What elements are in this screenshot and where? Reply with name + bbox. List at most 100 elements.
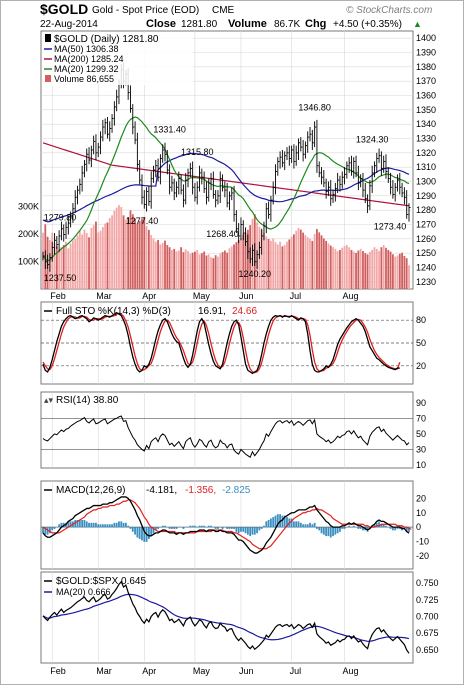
month-tick-label: Aug — [343, 666, 359, 676]
macd-hist-bar — [339, 527, 341, 532]
macd-hist-bar — [396, 527, 399, 529]
volume-bar — [136, 223, 139, 289]
ratio-month-axis: Feb Mar Apr May Jun Jul Aug — [50, 666, 358, 676]
volume-bar — [111, 215, 113, 289]
volume-bar — [382, 245, 385, 289]
tick-label: 50 — [416, 429, 426, 439]
macd-hist-bar — [237, 527, 240, 534]
macd-hist-bar — [256, 527, 258, 534]
volume-bar — [316, 229, 318, 289]
rsi-title: RSI(14) 38.80 — [56, 395, 119, 406]
macd-hist-bar — [362, 527, 364, 531]
macd-hist-bar — [233, 527, 235, 529]
macd-hist-bar — [200, 525, 203, 528]
tick-label: 30 — [416, 444, 426, 454]
volume-bar — [274, 242, 277, 289]
volume-bar — [120, 207, 123, 289]
volume-bar — [267, 238, 270, 289]
macd-hist-bar — [122, 522, 125, 528]
price-annotation: 1331.40 — [153, 124, 186, 134]
volume-bar — [378, 251, 380, 289]
month-axis: Feb Mar Apr May Jun Jul Aug — [50, 291, 358, 301]
macd-hist-bar — [106, 524, 109, 528]
price-tick-label: 1260 — [416, 234, 436, 244]
month-tick-label: Mar — [96, 666, 112, 676]
macd-hist-bar — [65, 522, 67, 528]
price-tick-label: 1230 — [416, 277, 436, 287]
macd-hist-bar — [380, 524, 383, 528]
rsi-line — [42, 415, 410, 458]
macd-hist-bar — [297, 521, 300, 528]
volume-bar — [352, 251, 355, 289]
ma50-line — [42, 152, 410, 223]
macd-hist-bar — [329, 527, 332, 538]
macd-hist-bar — [359, 527, 362, 529]
sto-k-value: 16.91, — [198, 306, 226, 317]
volume-bar — [138, 220, 141, 289]
macd-hist-bar — [150, 527, 153, 537]
macd-hist-bar — [173, 527, 176, 529]
macd-hist-bar — [391, 527, 394, 531]
symbol-title: $GOLD — [40, 1, 88, 17]
macd-hist-bar — [81, 519, 84, 528]
volume-bar — [85, 232, 88, 289]
macd-hist-bar — [398, 527, 401, 529]
macd-hist-bar — [92, 522, 95, 528]
macd-hist-bar — [141, 527, 143, 541]
macd-hist-bar — [251, 527, 254, 535]
volume-bar — [281, 246, 284, 289]
volume-bar — [373, 247, 376, 289]
volume-bar — [293, 234, 295, 289]
macd-hist-bar — [134, 527, 136, 535]
macd-hist-bar — [253, 527, 256, 535]
rsi-axis: 90 70 50 30 10 — [416, 398, 426, 470]
volume-bar — [171, 249, 173, 289]
volume-bar — [334, 248, 337, 289]
macd-hist-bar — [276, 514, 279, 528]
volume-value: 86.7K — [274, 19, 300, 30]
month-tick-label: Jul — [290, 291, 302, 301]
macd-hist-bar — [198, 525, 201, 528]
chg-value: +4.50 (+0.35%) — [333, 19, 402, 30]
macd-legend: MACD(12,26,9) -4.181, -1.356, -2.825 — [44, 485, 251, 496]
macd-hist-bar — [299, 522, 302, 528]
volume-bar — [200, 253, 203, 289]
watermark: © StockCharts.com — [346, 5, 432, 16]
macd-hist-bar — [214, 527, 217, 529]
macd-hist-bar — [269, 518, 272, 528]
volume-bar — [76, 235, 79, 289]
volume-bar — [141, 218, 143, 289]
volume-bar — [246, 229, 249, 289]
volume-bar — [405, 258, 408, 289]
macd-hist-bar — [240, 527, 242, 532]
volume-bar — [320, 235, 323, 289]
tick-label: -20 — [416, 551, 429, 561]
tick-label: 10 — [416, 508, 426, 518]
exchange-label: CME — [212, 5, 235, 16]
volume-bar — [364, 253, 367, 289]
volume-bar — [143, 216, 146, 289]
macd-hist-bar — [203, 525, 206, 528]
macd-hist-bar — [191, 525, 194, 528]
volume-bar — [184, 249, 187, 289]
volume-bar — [401, 252, 403, 289]
macd-hist-bar — [357, 527, 360, 529]
macd-hist-bar — [318, 527, 321, 531]
volume-bar — [88, 237, 90, 289]
chg-label: Chg — [305, 18, 326, 30]
volume-bar — [189, 253, 192, 289]
macd-hist-bar — [111, 524, 113, 528]
tick-label: 0.750 — [416, 578, 439, 588]
ma20-line — [42, 116, 410, 262]
macd-hist-bar — [129, 527, 132, 529]
macd-value: -4.181, — [146, 485, 177, 496]
macd-hist-bar — [118, 521, 120, 528]
macd-hist-bar — [311, 524, 314, 528]
price-legend: $GOLD (Daily) 1281.80 MA(50) 1306.38 MA(… — [43, 33, 193, 85]
tick-label: 0 — [416, 522, 421, 532]
macd-hist-bar — [293, 521, 295, 528]
macd-hist-bar — [171, 527, 173, 529]
macd-hist-bar — [83, 519, 86, 528]
volume-bar — [223, 250, 226, 289]
volume-bar — [115, 207, 118, 289]
